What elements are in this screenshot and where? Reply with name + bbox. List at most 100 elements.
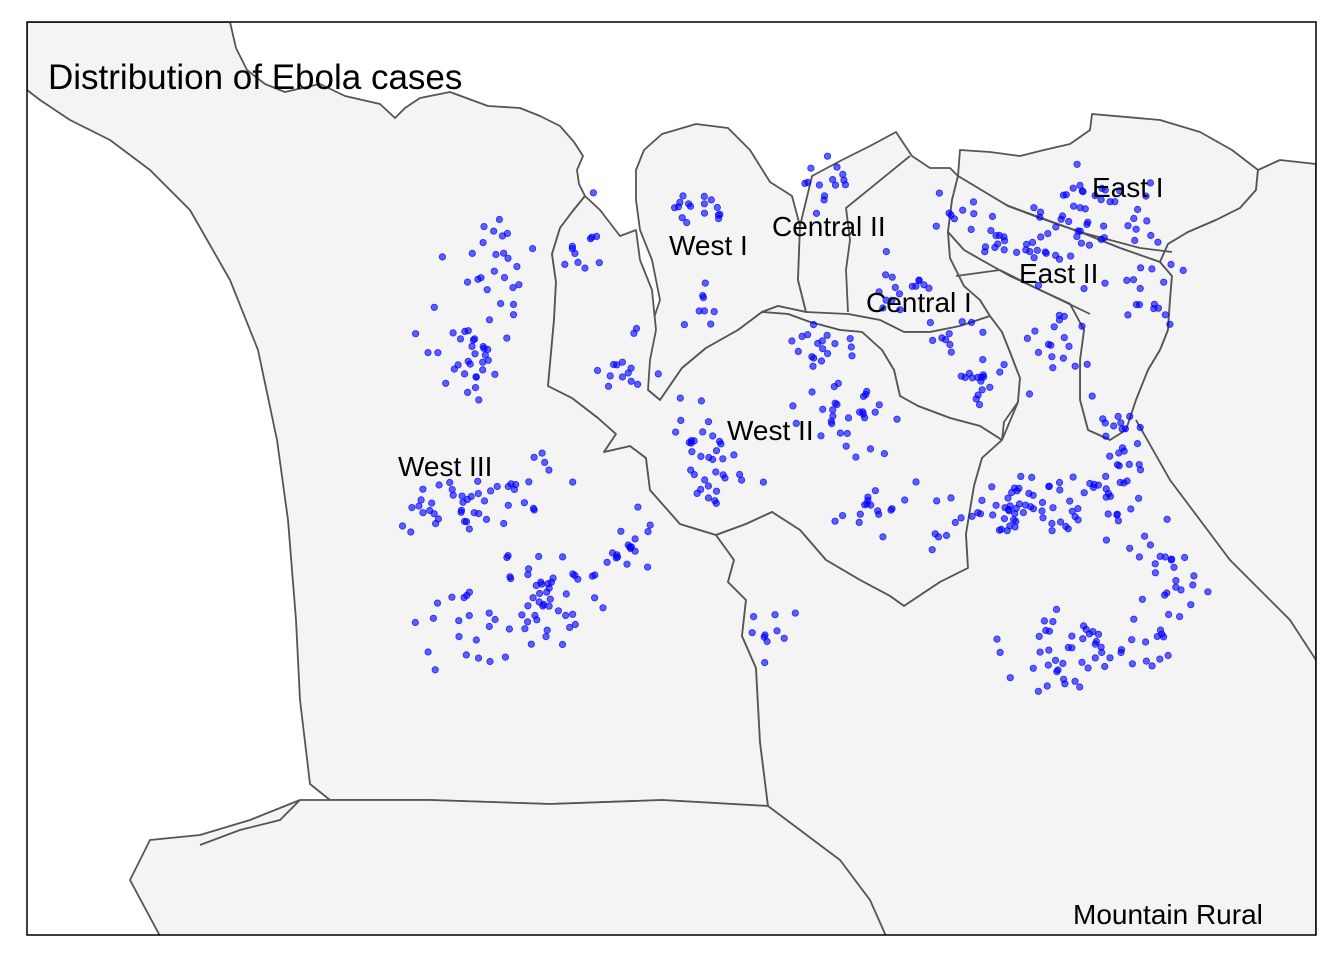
case-point <box>1135 553 1144 561</box>
case-point <box>433 599 442 607</box>
case-point <box>1114 517 1123 525</box>
case-point <box>852 453 860 461</box>
case-point <box>1115 462 1123 470</box>
case-point <box>994 240 1002 248</box>
case-point <box>1059 659 1067 668</box>
case-point <box>947 211 955 219</box>
case-point <box>680 320 689 329</box>
case-point <box>1190 572 1198 580</box>
case-point <box>707 320 715 328</box>
case-point <box>1098 648 1106 657</box>
case-point <box>1117 648 1125 657</box>
case-point <box>1111 198 1119 206</box>
case-point <box>968 512 976 520</box>
case-point <box>1057 518 1065 526</box>
case-point <box>1076 683 1084 691</box>
case-point <box>996 648 1004 657</box>
case-point <box>525 478 533 486</box>
region-label-central-ii: Central II <box>772 211 886 242</box>
case-point <box>912 282 920 290</box>
case-point <box>695 307 703 315</box>
case-point <box>1023 334 1032 342</box>
case-point <box>842 442 850 450</box>
case-point <box>932 222 940 230</box>
case-point <box>1043 682 1051 690</box>
case-point <box>1039 514 1047 522</box>
case-point <box>688 448 696 456</box>
case-point <box>1000 360 1008 369</box>
case-point <box>1035 632 1043 641</box>
case-point <box>1166 320 1174 328</box>
case-point <box>1137 264 1145 272</box>
region-label-west-iii: West III <box>398 451 492 482</box>
case-point <box>942 531 951 540</box>
case-point <box>704 418 713 426</box>
case-point <box>957 514 965 522</box>
case-point <box>590 594 599 602</box>
case-point <box>631 535 639 543</box>
region-label-west-i: West I <box>669 230 748 261</box>
case-point <box>483 286 491 294</box>
case-point <box>1131 236 1139 244</box>
case-point <box>1068 632 1076 640</box>
case-point <box>1045 627 1054 635</box>
case-point <box>501 653 509 661</box>
case-point <box>479 358 487 366</box>
case-point <box>618 358 627 366</box>
case-point <box>1089 483 1098 491</box>
case-point <box>458 492 466 500</box>
case-point <box>896 306 904 314</box>
case-point <box>595 259 603 267</box>
case-point <box>700 200 709 208</box>
case-point <box>442 379 450 387</box>
case-point <box>798 332 806 340</box>
case-point <box>1084 218 1092 226</box>
case-point <box>1101 662 1109 671</box>
case-point <box>569 610 577 618</box>
case-point <box>1077 239 1086 247</box>
case-point <box>1053 667 1061 676</box>
case-point <box>823 152 832 160</box>
case-point <box>562 590 570 598</box>
case-point <box>1148 265 1156 273</box>
case-point <box>1142 192 1150 200</box>
case-point <box>888 273 896 281</box>
case-point <box>981 243 990 251</box>
case-point <box>1101 419 1109 427</box>
case-point <box>928 336 937 344</box>
case-point <box>1160 278 1168 286</box>
case-point <box>1000 233 1008 241</box>
case-point <box>1132 225 1140 233</box>
case-point <box>1055 255 1064 263</box>
case-point <box>618 373 627 381</box>
case-point <box>935 189 944 197</box>
case-point <box>1034 348 1043 356</box>
case-point <box>617 527 625 535</box>
case-point <box>1113 510 1121 518</box>
case-point <box>1176 612 1184 621</box>
case-point <box>562 611 570 620</box>
case-point <box>490 227 498 235</box>
case-points <box>398 152 1212 695</box>
case-point <box>697 485 705 493</box>
case-point <box>1080 284 1088 293</box>
case-point <box>1146 179 1155 187</box>
case-point <box>831 181 840 189</box>
case-point <box>1025 390 1034 398</box>
case-point <box>671 428 680 436</box>
case-point <box>472 636 480 644</box>
case-point <box>1156 626 1165 634</box>
case-point <box>634 503 642 511</box>
case-point <box>1130 214 1138 223</box>
case-point <box>831 517 839 525</box>
case-point <box>1116 187 1124 195</box>
case-point <box>491 370 499 378</box>
case-point <box>710 307 718 316</box>
case-point <box>558 553 567 561</box>
case-point <box>789 402 797 410</box>
case-point <box>448 593 456 601</box>
case-point <box>1088 392 1096 400</box>
case-point <box>571 249 579 257</box>
case-point <box>871 408 879 416</box>
case-point <box>593 366 602 375</box>
